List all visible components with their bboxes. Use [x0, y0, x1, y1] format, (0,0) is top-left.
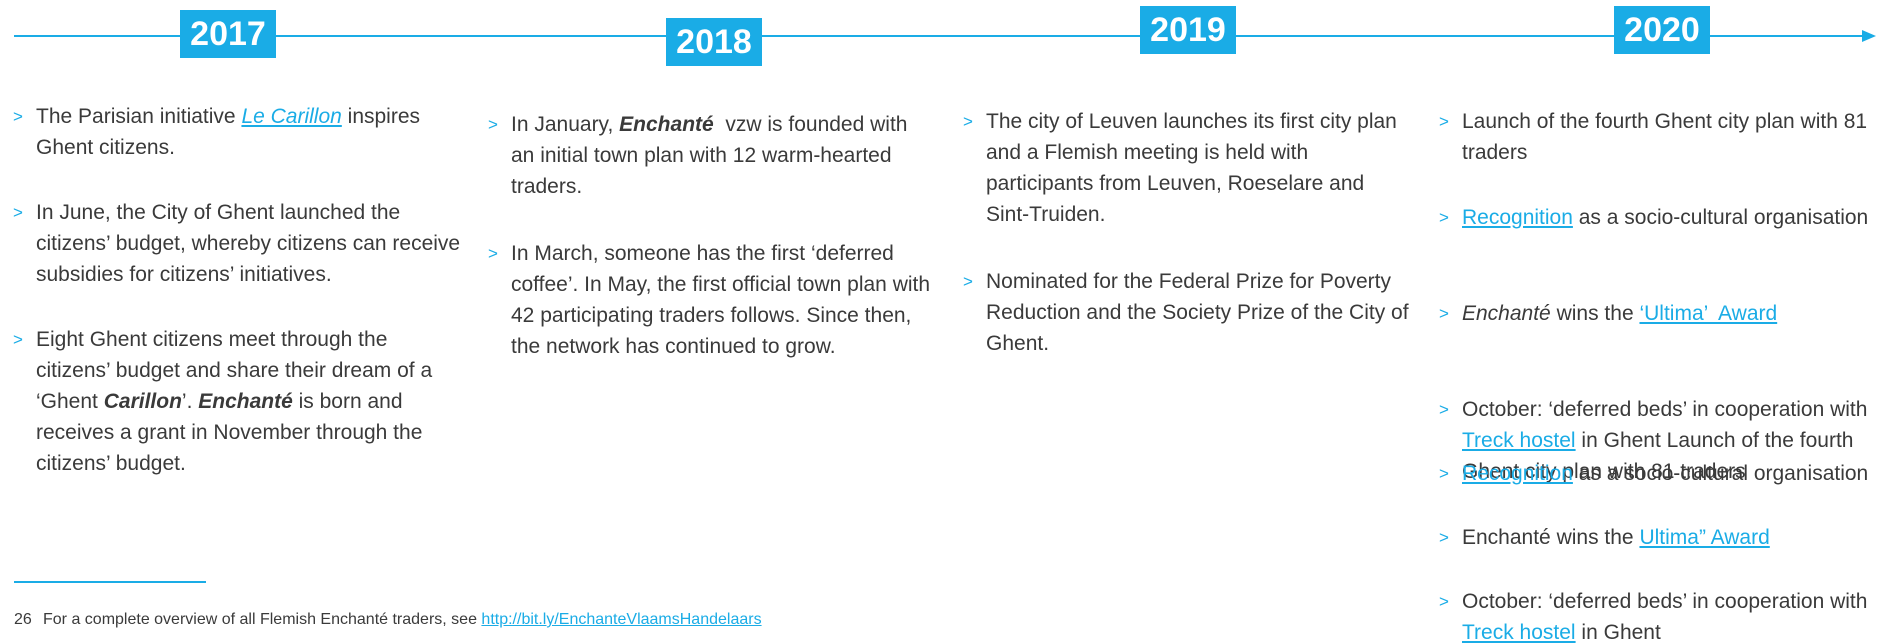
bullet: >	[1439, 112, 1449, 131]
text: Enchanté	[1462, 302, 1551, 325]
timeline-item: > In March, someone has the first ‘deferr…	[488, 238, 936, 362]
text: Launch of the fourth Ghent city plan wit…	[1462, 110, 1873, 164]
timeline-item: > Enchanté wins the ‘Ultima’ Award	[1439, 298, 1879, 329]
link[interactable]: Treck hostel	[1462, 429, 1576, 452]
year-label: 2017	[180, 10, 276, 58]
text: inspires Ghent citizens.	[36, 105, 426, 159]
text: as a socio-cultural organisation	[1572, 462, 1869, 485]
text: Nominated for the Federal Prize for Pove…	[986, 270, 1415, 355]
year-label: 2019	[1140, 6, 1236, 54]
bullet: >	[963, 112, 973, 131]
timeline-item: > Launch of the fourth Ghent city plan wi…	[1439, 106, 1879, 168]
timeline-item: > October: ‘deferred beds’ in cooperation…	[1439, 586, 1879, 643]
text: Carillon	[103, 390, 182, 413]
bullet: >	[488, 115, 498, 134]
link[interactable]: ‘Ultima’ Award	[1639, 302, 1778, 325]
footnote-rule	[14, 581, 206, 583]
text: is born and receives a grant in November…	[36, 390, 429, 475]
footnote-link[interactable]: http://bit.ly/EnchanteVlaamsHandelaars	[481, 611, 762, 628]
link[interactable]: Recognition	[1462, 206, 1573, 229]
link[interactable]: Le Carillon	[241, 105, 342, 128]
footnote: 26 For a complete overview of all Flemish…	[14, 611, 762, 629]
footnote-text: For a complete overview of all Flemish E…	[43, 611, 482, 628]
bullet: >	[1439, 592, 1449, 611]
bullet: >	[1439, 528, 1449, 547]
bullet: >	[488, 244, 498, 263]
text: October: ‘deferred beds’ in cooperation …	[1462, 398, 1873, 421]
timeline-item: > In June, the City of Ghent launched the…	[13, 197, 461, 290]
text: The Parisian initiative	[36, 105, 242, 128]
text: In March, someone has the first ‘deferre…	[511, 242, 936, 358]
timeline-item: > The city of Leuven launches its first c…	[963, 106, 1411, 230]
text: In June, the City of Ghent launched the …	[36, 201, 466, 286]
bullet: >	[1439, 464, 1449, 483]
link[interactable]: Recognition	[1462, 462, 1573, 485]
link[interactable]: Treck hostel	[1462, 621, 1576, 643]
text: In January,	[511, 113, 620, 136]
text: ’.	[181, 390, 199, 413]
timeline-axis	[14, 35, 1864, 37]
text: in Ghent Launch of the fourth Ghent city…	[1462, 429, 1860, 483]
bullet: >	[13, 203, 23, 222]
text: The city of Leuven launches its first ci…	[986, 110, 1403, 226]
text: vzw is founded with an initial town plan…	[511, 113, 914, 198]
bullet: >	[1439, 400, 1449, 419]
text: Eight Ghent citizens meet through the ci…	[36, 328, 438, 413]
text: as a socio-cultural organisation	[1572, 206, 1869, 229]
timeline-item: > Enchanté wins the Ultima” Award	[1439, 522, 1879, 553]
bullet: >	[13, 107, 23, 126]
text: Enchanté wins the	[1462, 526, 1640, 549]
bullet: >	[1439, 208, 1449, 227]
bullet: >	[13, 330, 23, 349]
timeline-item: > Recognition as a socio-cultural organis…	[1439, 202, 1879, 233]
text: Enchanté	[619, 113, 714, 136]
link[interactable]: Ultima” Award	[1639, 526, 1770, 549]
bullet: >	[963, 272, 973, 291]
timeline-item: > Recognition as a socio-cultural organis…	[1439, 458, 1879, 489]
timeline-item: > In January, Enchanté vzw is founded wit…	[488, 109, 936, 202]
timeline-item: > October: ‘deferred beds’ in cooperation…	[1439, 394, 1879, 487]
timeline-item: > Eight Ghent citizens meet through the c…	[13, 324, 461, 479]
text: wins the	[1550, 302, 1640, 325]
footnote-number: 26	[14, 611, 32, 628]
year-label: 2018	[666, 18, 762, 66]
bullet: >	[1439, 304, 1449, 323]
timeline-item: > The Parisian initiative Le Carillon ins…	[13, 101, 461, 163]
text: October: ‘deferred beds’ in cooperation …	[1462, 590, 1873, 613]
year-label: 2020	[1614, 6, 1710, 54]
text: Enchanté	[198, 390, 293, 413]
timeline-arrow	[1862, 30, 1876, 42]
timeline-item: > Nominated for the Federal Prize for Pov…	[963, 266, 1415, 359]
text: in Ghent	[1575, 621, 1661, 643]
